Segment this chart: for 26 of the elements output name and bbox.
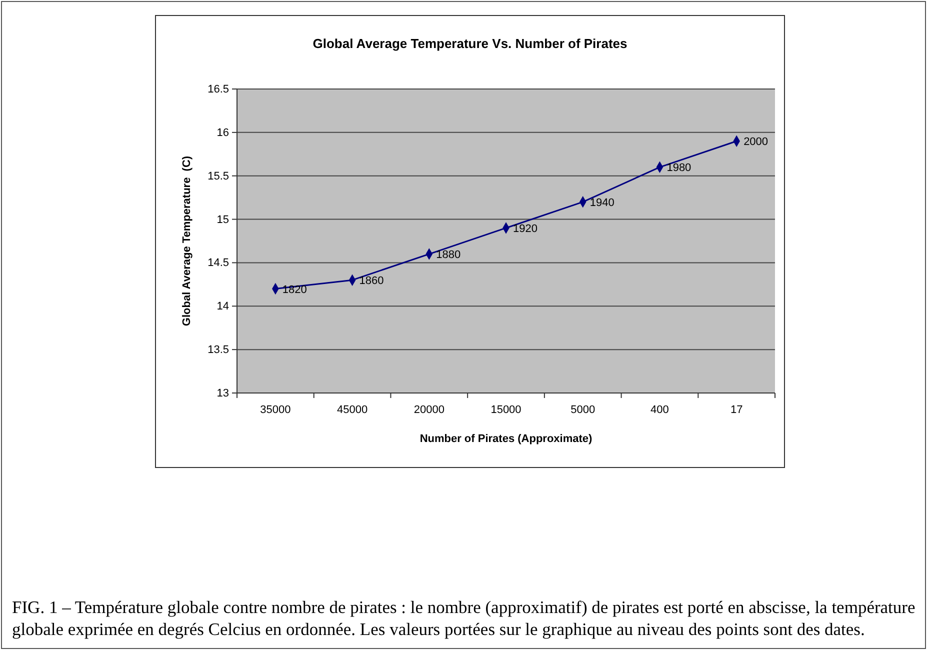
annotation: 1820: [282, 284, 307, 296]
x-tick-label: 45000: [336, 404, 368, 416]
x-tick-label: 5000: [570, 404, 596, 416]
y-tick-label: 16.5: [208, 84, 229, 96]
y-tick-label: 14.5: [208, 257, 229, 270]
annotation: 1860: [359, 275, 384, 288]
caption: FIG. 1 – Température globale contre nombre de pirates : le nombre (approximatif) de pirates est porté en abscisse, la température globale exprimée en degrés Celcius en ordonnée. Les valeurs portées sur le graphique au niveau des points sont des dates.: [12, 596, 916, 640]
x-tick-label: 35000: [260, 404, 291, 416]
y-tick-label: 14: [216, 300, 229, 313]
annotation: 2000: [744, 136, 768, 148]
annotation: 1980: [666, 162, 692, 174]
x-tick-label: 400: [650, 404, 669, 416]
x-tick-label: 17: [730, 404, 743, 416]
y-tick-label: 13: [216, 388, 229, 400]
x-tick-label: 20000: [414, 404, 444, 416]
x-axis-title: Number of Pirates (Approximate): [420, 433, 593, 445]
annotation: 1880: [436, 249, 461, 262]
y-axis-title: Global Average Temperature (C): [181, 156, 193, 326]
y-tick-label: 15.5: [208, 170, 229, 182]
y-tick-label: 16: [216, 126, 229, 139]
y-tick-label: 13.5: [208, 344, 229, 356]
chart-title: Global Average Temperature Vs. Number of Pirates: [312, 36, 628, 51]
y-tick-label: 15: [216, 214, 229, 226]
annotation: 1940: [590, 196, 614, 209]
x-tick-label: 15000: [490, 404, 522, 416]
annotation: 1920: [513, 222, 538, 235]
